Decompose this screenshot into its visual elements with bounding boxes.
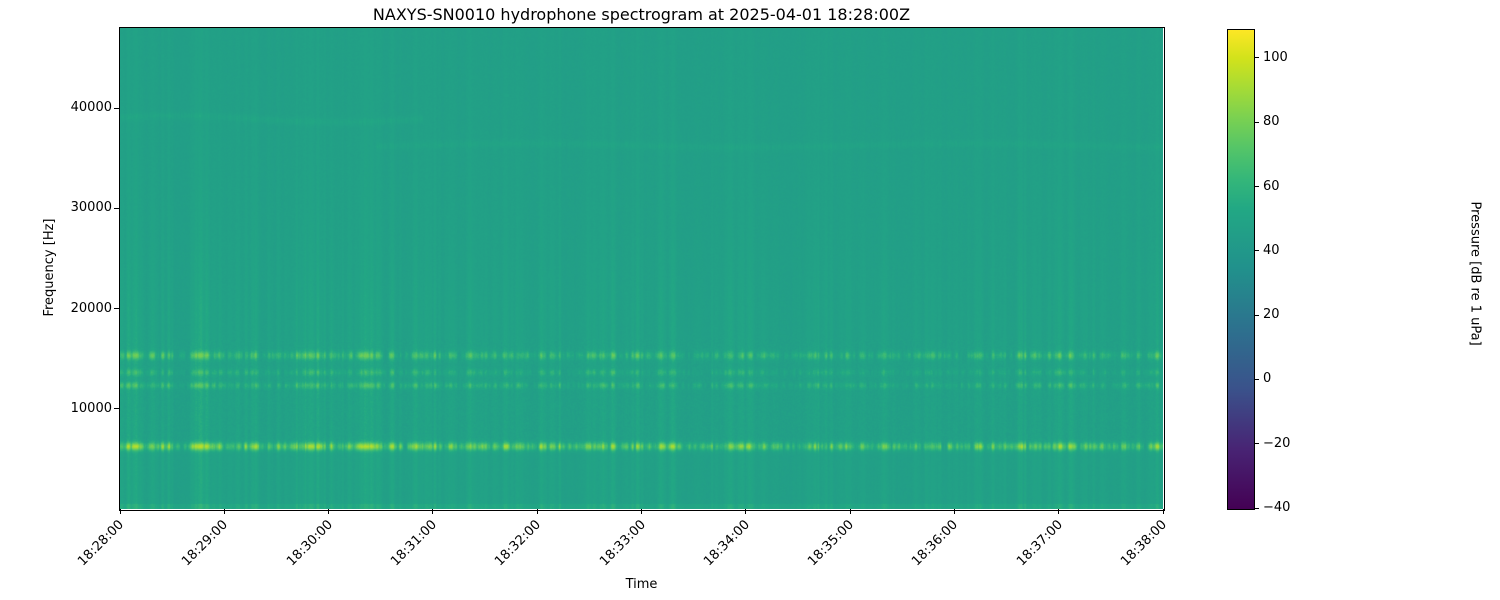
x-tick-mark (328, 509, 330, 514)
y-tick-label: 10000 (70, 400, 112, 416)
colorbar-tick-label: 60 (1263, 178, 1280, 194)
y-tick-mark (114, 408, 120, 410)
colorbar-tick-mark (1254, 250, 1259, 252)
spectrogram-heatmap (120, 28, 1163, 509)
colorbar-tick-label: 80 (1263, 114, 1280, 130)
x-axis-label: Time (625, 577, 658, 592)
x-tick-mark (1058, 509, 1060, 514)
x-tick-mark (119, 509, 121, 514)
colorbar (1227, 29, 1255, 510)
colorbar-tick-label: −40 (1263, 500, 1291, 515)
x-tick-mark (745, 509, 747, 514)
colorbar-gradient (1228, 30, 1254, 509)
x-tick-mark (641, 509, 642, 514)
colorbar-tick-mark (1254, 378, 1259, 380)
figure-title: NAXYS-SN0010 hydrophone spectrogram at 2… (372, 5, 911, 24)
y-axis-label: Frequency [Hz] (42, 218, 57, 317)
y-tick-mark (114, 308, 120, 310)
x-tick-mark (432, 509, 434, 514)
y-tick-label: 40000 (70, 100, 112, 116)
colorbar-label: Pressure [dB re 1 uPa] (1467, 201, 1483, 346)
x-tick-mark (1162, 509, 1164, 514)
colorbar-tick-mark (1254, 507, 1259, 509)
colorbar-tick-mark (1254, 314, 1259, 316)
colorbar-tick-label: 0 (1263, 371, 1272, 387)
y-tick-label: 20000 (70, 300, 112, 316)
colorbar-tick-label: 100 (1263, 49, 1288, 65)
colorbar-tick-label: −20 (1263, 435, 1291, 451)
x-tick-mark (536, 509, 538, 514)
colorbar-tick-mark (1254, 57, 1259, 59)
colorbar-tick-mark (1254, 121, 1259, 123)
colorbar-tick-label: 40 (1263, 242, 1280, 258)
y-tick-mark (114, 107, 120, 109)
y-tick-mark (114, 207, 120, 209)
x-tick-label: 18:28:00 (75, 517, 127, 570)
y-tick-label: 30000 (70, 200, 112, 216)
colorbar-tick-label: 20 (1263, 307, 1280, 323)
x-tick-mark (849, 509, 851, 514)
x-tick-mark (953, 509, 955, 514)
plot-frame (119, 27, 1165, 511)
colorbar-tick-mark (1254, 186, 1259, 188)
colorbar-tick-mark (1254, 443, 1259, 445)
x-tick-mark (223, 509, 225, 514)
